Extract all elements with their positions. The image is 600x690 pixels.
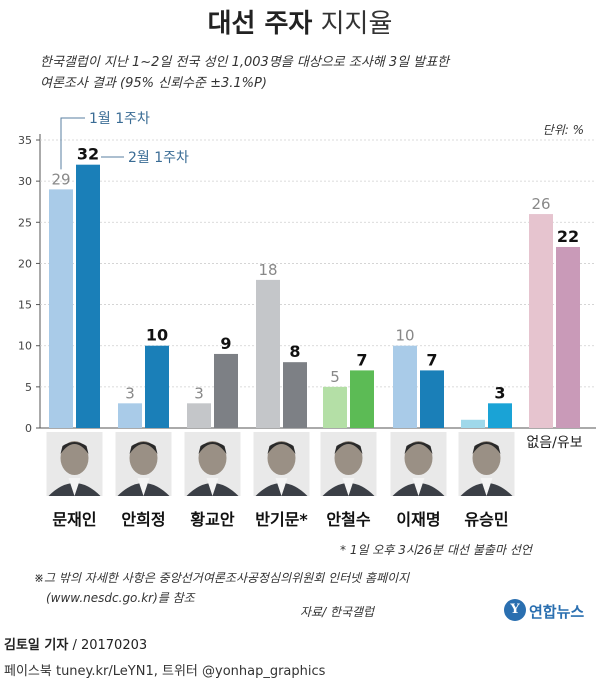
y-tick-label: 5: [25, 381, 32, 394]
candidate-hair: [60, 442, 89, 454]
data-label-feb-week1: 22: [557, 227, 579, 246]
bar-jan-week1: [393, 345, 417, 428]
candidate-name: 안철수: [326, 510, 370, 529]
data-label-jan-week1: 3: [125, 384, 135, 402]
subtitle: 한국갤럽이 지난 1~2일 전국 성인 1,003명을 대상으로 조사해 3일 …: [40, 52, 580, 94]
page-title: 대선 주자 지지율: [0, 0, 600, 46]
data-label-feb-week1: 7: [356, 350, 367, 369]
data-label-feb-week1: 9: [220, 334, 231, 353]
logo-name: 연합뉴스: [529, 603, 585, 621]
social-links: 페이스북 tuney.kr/LeYN1, 트위터 @yonhap_graphic…: [4, 664, 326, 679]
bar-jan-week1: [256, 279, 280, 428]
category-label: 없음/유보: [526, 435, 582, 451]
data-label-feb-week1: 8: [289, 342, 300, 361]
candidate-face: [267, 441, 296, 475]
logo-mark: Y: [504, 599, 526, 621]
candidate-face: [334, 441, 363, 475]
y-tick-label: 10: [18, 340, 32, 353]
details-note-line-2: (www.nesdc.go.kr)를 참조: [46, 591, 195, 605]
y-tick-label: 35: [18, 134, 32, 147]
publish-date: / 20170203: [68, 638, 148, 653]
y-tick-label: 15: [18, 299, 32, 312]
title-bold: 대선 주자: [207, 9, 313, 39]
candidate-collar: [206, 478, 219, 496]
candidate-name: 안희정: [121, 510, 165, 529]
data-label-feb-week1: 3: [494, 383, 505, 402]
candidate-hair: [198, 442, 227, 454]
withdrawal-note: * 1일 오후 3시26분 대선 불출마 선언: [340, 543, 532, 557]
y-tick-label: 25: [18, 216, 32, 229]
y-tick-label: 0: [25, 422, 32, 435]
y-tick-label: 30: [18, 175, 32, 188]
candidate-collar: [412, 478, 425, 496]
subtitle-line-1: 한국갤럽이 지난 1~2일 전국 성인 1,003명을 대상으로 조사해 3일 …: [40, 55, 450, 70]
bar-feb-week1: [350, 370, 374, 428]
candidate-face: [60, 441, 89, 475]
candidate-face: [472, 441, 501, 475]
candidate-hair: [267, 442, 296, 454]
candidate-hair: [129, 442, 158, 454]
candidate-face: [129, 441, 158, 475]
bar-feb-week1: [76, 164, 100, 428]
candidate-collar: [68, 478, 81, 496]
candidate-collar: [137, 478, 150, 496]
bar-jan-week1: [323, 386, 347, 428]
details-note-line-1: ※그 밖의 자세한 사항은 중앙선거여론조사공정심의위원회 인터넷 홈페이지: [34, 571, 410, 585]
data-label-jan-week1: 10: [395, 327, 414, 345]
bar-feb-week1: [420, 370, 444, 428]
candidate-hair: [404, 442, 433, 454]
candidate-name: 황교안: [190, 510, 234, 529]
bar-feb-week1: [214, 353, 238, 428]
data-label-jan-week1: 3: [194, 384, 204, 402]
y-tick-label: 20: [18, 257, 32, 270]
candidate-face: [198, 441, 227, 475]
bar-jan-week1: [461, 419, 485, 428]
data-label-jan-week1: 5: [330, 368, 340, 386]
bar-feb-week1: [145, 345, 169, 428]
data-label-feb-week1: 10: [146, 326, 168, 345]
candidate-collar: [342, 478, 355, 496]
data-label-jan-week1: 26: [531, 195, 550, 213]
bar-jan-week1: [187, 403, 211, 428]
legend-jan-week1: 1월 1주차: [89, 111, 150, 127]
candidate-name: 문재인: [52, 510, 96, 529]
yonhap-logo: Y 연합뉴스: [504, 597, 594, 623]
data-label-jan-week1: 18: [258, 261, 277, 279]
candidate-name: 반기문*: [255, 510, 308, 529]
candidate-name: 이재명: [396, 510, 440, 529]
bar-feb-week1: [556, 246, 580, 428]
legend-leader-jan: [60, 117, 85, 170]
candidate-collar: [275, 478, 288, 496]
bar-feb-week1: [488, 403, 512, 428]
unit-label: 단위: %: [543, 123, 584, 137]
reporter-name: 김토일 기자: [4, 638, 69, 653]
bar-feb-week1: [283, 362, 307, 428]
candidate-collar: [480, 478, 493, 496]
bar-jan-week1: [118, 403, 142, 428]
candidate-hair: [472, 442, 501, 454]
data-label-feb-week1: 7: [426, 350, 437, 369]
data-label-feb-week1: 32: [77, 145, 99, 164]
byline: 김토일 기자 / 20170203: [4, 634, 147, 653]
candidate-name: 유승민: [464, 510, 508, 529]
bar-jan-week1: [49, 189, 73, 428]
source-note: 자료/ 한국갤럽: [300, 605, 375, 619]
candidate-hair: [334, 442, 363, 454]
candidate-face: [404, 441, 433, 475]
title-light: 지지율: [320, 9, 393, 39]
bar-jan-week1: [529, 214, 553, 428]
legend-feb-week1: 2월 1주차: [128, 150, 189, 166]
subtitle-line-2: 여론조사 결과 (95% 신뢰수준 ±3.1%P): [40, 76, 267, 91]
data-label-jan-week1: 29: [51, 170, 70, 188]
